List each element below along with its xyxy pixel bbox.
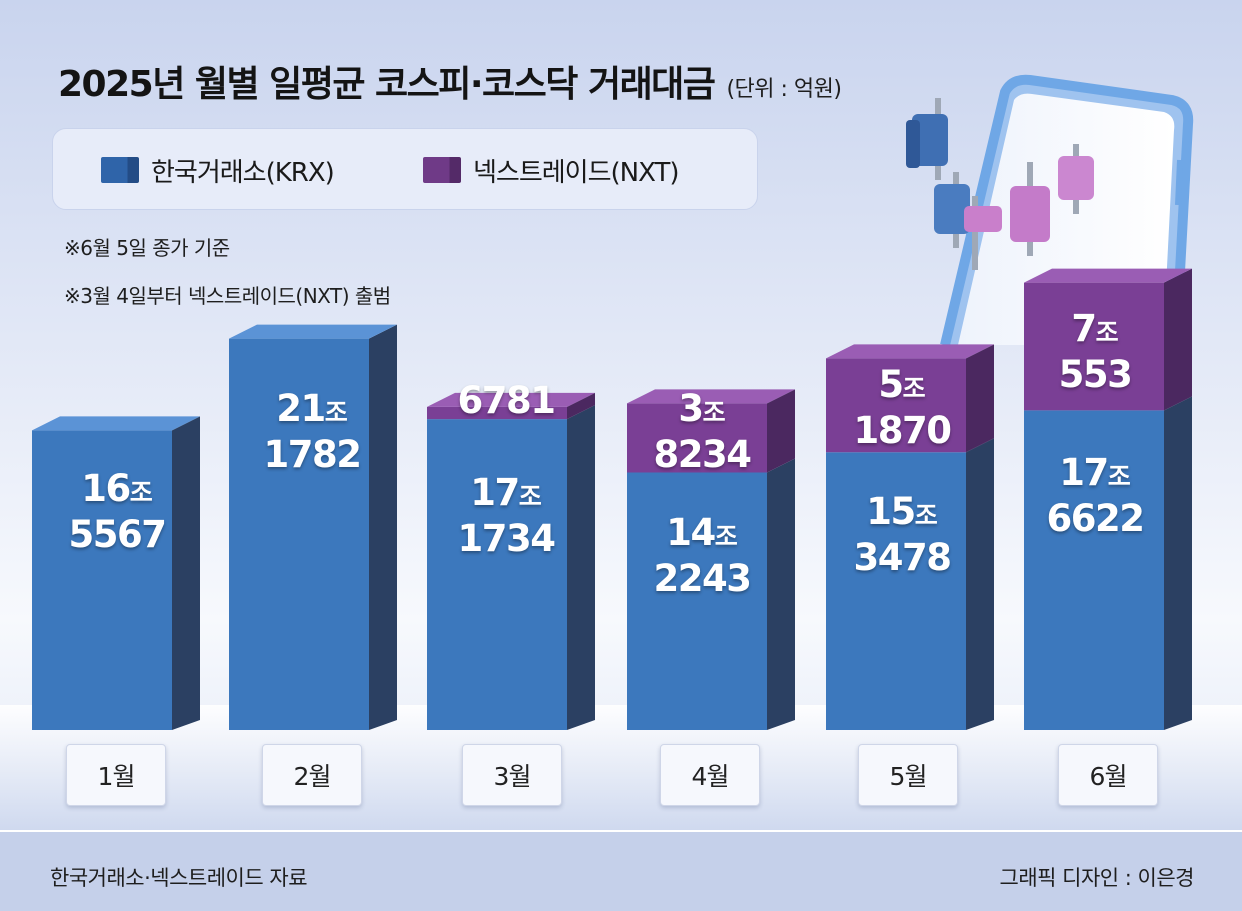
bar-nxt-mar (427, 406, 567, 420)
data-label-nxt-apr: 3조 8234 (653, 387, 752, 476)
bar-nxt-may-side (966, 344, 994, 453)
legend-item-krx: 한국거래소(KRX) (101, 153, 335, 188)
bar-nxt-mar-side (567, 392, 595, 420)
bar-krx-mar (427, 419, 567, 730)
footer: 한국거래소·넥스트레이드 자료 그래픽 디자인 : 이은경 (0, 830, 1242, 911)
bar-nxt-apr (627, 403, 767, 473)
legend-label-krx: 한국거래소(KRX) (151, 157, 335, 188)
data-label-krx-mar: 17조 1734 (457, 471, 556, 560)
bar-nxt-may (826, 358, 966, 453)
candlestick-icon (906, 98, 1094, 270)
bar-top-feb (229, 324, 397, 339)
bars-layer (32, 268, 1192, 730)
chart-title: 2025년 월별 일평균 코스피·코스닥 거래대금 (58, 64, 716, 105)
bar-top-mar (427, 392, 595, 407)
bar-nxt-jun (1024, 282, 1164, 411)
bar-top-apr (627, 389, 795, 404)
bar-nxt-jun-side (1164, 268, 1192, 411)
data-label-krx-jan: 16조 5567 (68, 467, 167, 556)
data-label-krx-jun: 17조 6622 (1046, 451, 1145, 540)
bar-krx-jun (1024, 410, 1164, 730)
data-label-krx-may: 15조 3478 (853, 490, 952, 579)
unit-label: (단위 : 억원) (726, 77, 842, 102)
legend-label-nxt: 넥스트레이드(NXT) (473, 157, 679, 188)
data-label-nxt-mar: 6781 (457, 379, 556, 422)
bar-krx-jan (32, 430, 172, 730)
graphic-credit: 그래픽 디자인 : 이은경 (999, 866, 1195, 890)
bar-krx-apr-side (767, 458, 795, 730)
bar-top-jun (1024, 268, 1192, 283)
source-credit: 한국거래소·넥스트레이드 자료 (50, 866, 308, 890)
bar-krx-apr (627, 472, 767, 730)
bar-krx-feb-side (369, 324, 397, 730)
bar-top-may (826, 344, 994, 359)
data-label-nxt-may: 5조 1870 (853, 363, 952, 452)
data-label-nxt-jun: 7조 553 (1058, 307, 1133, 396)
x-tick-may: 5월 (858, 744, 958, 806)
bar-krx-jun-side (1164, 396, 1192, 730)
legend-swatch-nxt (423, 157, 461, 183)
title-block: 2025년 월별 일평균 코스피·코스닥 거래대금 (단위 : 억원) (58, 55, 842, 107)
bar-krx-may-side (966, 438, 994, 730)
legend-swatch-krx (101, 157, 139, 183)
note-nxt-launch: ※3월 4일부터 넥스트레이드(NXT) 출범 (64, 284, 391, 308)
bar-krx-jan-side (172, 416, 200, 730)
legend-item-nxt: 넥스트레이드(NXT) (423, 153, 679, 188)
note-closing-basis: ※6월 5일 종가 기준 (64, 236, 230, 260)
x-tick-jan: 1월 (66, 744, 166, 806)
bar-krx-mar-side (567, 405, 595, 730)
bar-nxt-apr-side (767, 389, 795, 473)
bar-krx-may (826, 452, 966, 730)
x-tick-mar: 3월 (462, 744, 562, 806)
x-tick-feb: 2월 (262, 744, 362, 806)
bar-top-jan (32, 416, 200, 431)
x-tick-apr: 4월 (660, 744, 760, 806)
data-label-krx-apr: 14조 2243 (653, 511, 752, 600)
data-label-krx-feb: 21조 1782 (263, 387, 362, 476)
x-tick-jun: 6월 (1058, 744, 1158, 806)
legend: 한국거래소(KRX) 넥스트레이드(NXT) (52, 128, 758, 210)
bar-krx-feb (229, 338, 369, 730)
